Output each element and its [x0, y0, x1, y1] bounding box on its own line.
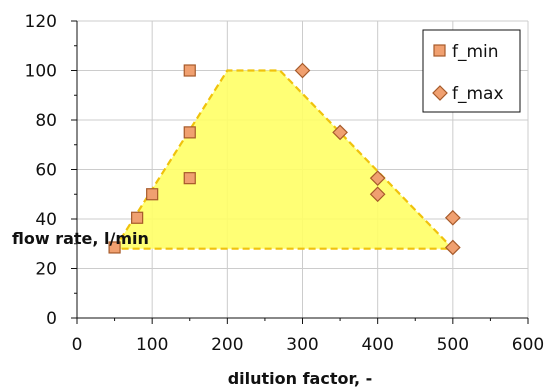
legend: f_min f_max [422, 29, 521, 113]
f-min-marker [108, 241, 121, 254]
y-tick-label: 120 [25, 12, 57, 32]
f-max-marker [369, 186, 386, 203]
x-tick-label: 100 [136, 335, 168, 355]
y-tick-label: 80 [35, 111, 57, 131]
tick-labels: 0 100 200 300 400 500 600 0 20 40 60 80 100 120 [25, 12, 545, 355]
legend-label-f-max: f_max [452, 84, 504, 104]
f-min-marker [183, 126, 196, 139]
y-tick-label: 100 [25, 62, 57, 82]
y-tick-label: 0 [46, 309, 57, 329]
x-tick-label: 0 [72, 335, 83, 355]
f-max-marker [369, 170, 386, 187]
y-axis-title: flow rate, l/min [12, 229, 149, 248]
legend-marker-f-min [433, 44, 446, 57]
f-max-marker [444, 239, 461, 256]
f-max-marker [332, 124, 348, 141]
x-tick-label: 600 [512, 335, 544, 355]
f-max-marker [444, 209, 461, 226]
feasible-region-polygon [112, 69, 456, 250]
feasible-region [112, 69, 456, 250]
x-tick-label: 400 [361, 335, 393, 355]
f-min-marker [183, 64, 196, 77]
axes [71, 20, 529, 324]
f-max-marker [294, 62, 311, 79]
x-tick-label: 500 [437, 335, 469, 355]
f-min-marker [146, 188, 159, 201]
f-min-marker [183, 172, 196, 185]
legend-label-f-min: f_min [452, 42, 499, 62]
legend-marker-f-max [432, 85, 448, 101]
y-tick-label: 20 [35, 260, 57, 280]
x-tick-label: 300 [286, 335, 318, 355]
f-min-marker [131, 211, 144, 224]
data-markers [108, 62, 461, 256]
x-tick-label: 200 [211, 335, 243, 355]
y-tick-label: 60 [35, 161, 57, 181]
x-axis-title: dilution factor, - [228, 369, 373, 388]
y-tick-label: 40 [35, 210, 57, 230]
